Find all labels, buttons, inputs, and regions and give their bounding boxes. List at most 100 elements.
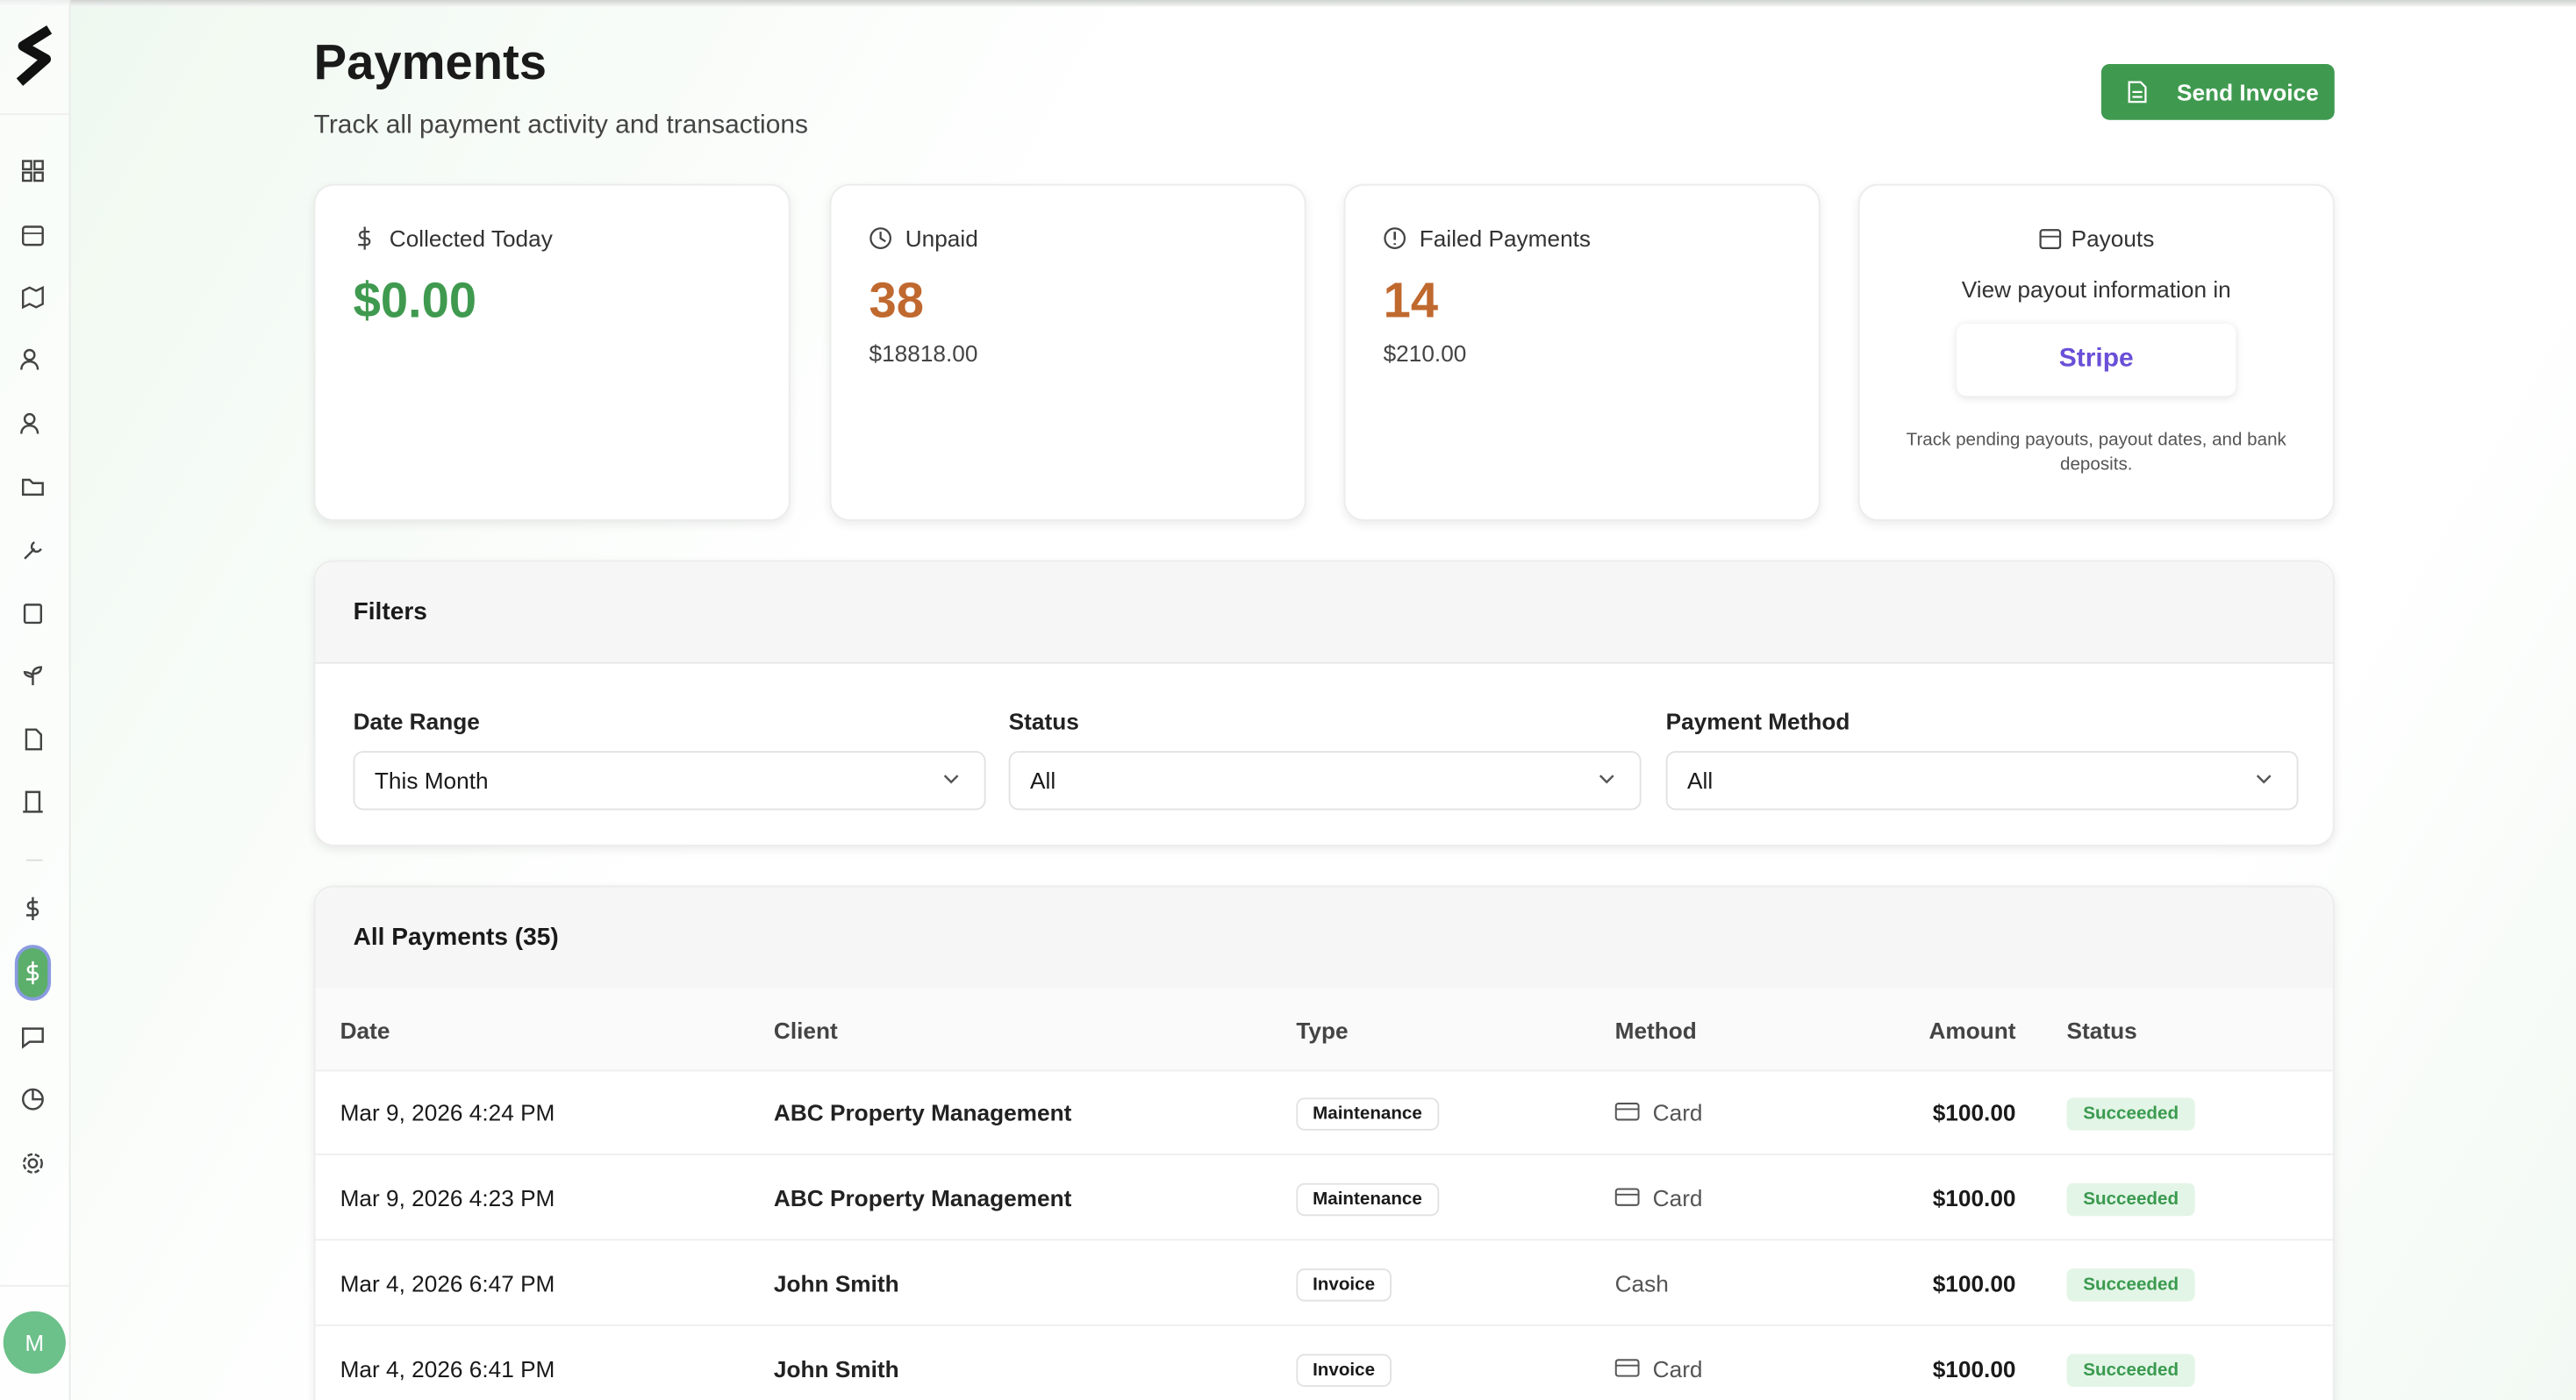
- send-invoice-button[interactable]: Send Invoice: [2100, 64, 2335, 120]
- chevron: [943, 775, 959, 784]
- date-cell: Mar 9, 2026 4:24 PM: [340, 1099, 555, 1126]
- payouts-card: Payouts View payout information in Strip…: [1857, 183, 2335, 521]
- card-label: Unpaid: [905, 225, 978, 252]
- panel-title: Filters: [353, 597, 427, 626]
- status-badge: Succeeded: [2066, 1182, 2195, 1217]
- divider: [0, 113, 69, 116]
- card-icon: [1614, 1359, 1640, 1377]
- status-badge: Succeeded: [2066, 1354, 2195, 1388]
- divider: [25, 859, 43, 861]
- sidebar: M: [0, 0, 71, 1400]
- card-sub: $18818.00: [869, 339, 978, 367]
- chevron: [2256, 775, 2272, 784]
- filter-select[interactable]: All: [1665, 751, 2299, 811]
- select-value: All: [1030, 767, 1056, 794]
- filter-label: Payment Method: [1665, 708, 1850, 735]
- date-cell: Mar 4, 2026 6:47 PM: [340, 1270, 555, 1296]
- filter-select[interactable]: All: [1008, 751, 1642, 811]
- payouts-text: View payout information in: [1961, 275, 2231, 303]
- nav-settings[interactable]: [19, 1150, 46, 1176]
- amount-cell: $100.00: [1932, 1270, 2016, 1296]
- user-avatar[interactable]: M: [3, 1311, 66, 1375]
- stat-card: Failed Payments 14 $210.00: [1343, 183, 1821, 521]
- stat-card: Unpaid 38 $18818.00: [829, 183, 1306, 521]
- type-badge: Maintenance: [1296, 1097, 1439, 1131]
- column-header: Method: [1614, 1017, 1697, 1044]
- card-value: 14: [1383, 274, 1439, 329]
- filter-label: Status: [1008, 708, 1079, 735]
- page-subtitle: Track all payment activity and transacti…: [313, 111, 809, 140]
- filter-select[interactable]: This Month: [353, 751, 986, 811]
- nav-map[interactable]: [19, 284, 46, 311]
- status-badge: Succeeded: [2066, 1097, 2195, 1131]
- client-cell: John Smith: [773, 1355, 899, 1382]
- status-badge: Succeeded: [2066, 1268, 2195, 1302]
- top-bar: [0, 0, 2576, 7]
- panel-title: All Payments (35): [353, 923, 559, 952]
- filters-panel: Filters Date Range This Month Status All Pay…: [313, 560, 2335, 846]
- table-row[interactable]: [315, 1155, 2333, 1241]
- nav-reports[interactable]: [19, 1086, 46, 1112]
- client-cell: ABC Property Management: [773, 1184, 1072, 1211]
- divider: [0, 1284, 69, 1287]
- card-value: 38: [869, 274, 925, 329]
- amount-cell: $100.00: [1932, 1099, 2016, 1126]
- column-header: Status: [2066, 1017, 2137, 1044]
- amount-cell: $100.00: [1932, 1355, 2016, 1382]
- nav-building[interactable]: [19, 789, 46, 815]
- method-cell: Card: [1652, 1099, 1703, 1126]
- date-cell: Mar 9, 2026 4:23 PM: [340, 1184, 555, 1211]
- card-icon: [1384, 227, 1406, 249]
- payouts-title: Payouts: [2071, 225, 2155, 252]
- table-head: [315, 987, 2333, 1072]
- method-cell: Card: [1652, 1184, 1703, 1211]
- button-icon: [2128, 81, 2147, 104]
- button-label: Send Invoice: [2176, 78, 2319, 105]
- table-row[interactable]: [315, 1069, 2333, 1155]
- type-badge: Maintenance: [1296, 1182, 1439, 1217]
- stripe-link[interactable]: Stripe: [1957, 324, 2236, 396]
- amount-cell: $100.00: [1932, 1184, 2016, 1211]
- column-header: Type: [1296, 1017, 1349, 1044]
- date-cell: Mar 4, 2026 6:41 PM: [340, 1355, 555, 1382]
- stat-card: Collected Today $0.00: [313, 183, 791, 521]
- nav-payments-icon: [25, 961, 39, 985]
- nav-messages[interactable]: [19, 1024, 46, 1050]
- chevron: [1599, 775, 1614, 784]
- panel-header: [315, 887, 2333, 989]
- nav-team[interactable]: [19, 346, 46, 373]
- card-label: Failed Payments: [1419, 225, 1592, 252]
- table-row[interactable]: [315, 1240, 2333, 1326]
- nav-plant[interactable]: [19, 662, 46, 689]
- nav-clients[interactable]: [19, 411, 46, 437]
- column-header: Date: [340, 1017, 390, 1044]
- nav-document[interactable]: [19, 726, 46, 753]
- client-cell: ABC Property Management: [773, 1099, 1072, 1126]
- card-sub: $210.00: [1383, 339, 1467, 367]
- nav-calendar[interactable]: [19, 222, 46, 248]
- nav-dollar[interactable]: [19, 896, 46, 922]
- select-value: This Month: [374, 767, 489, 794]
- type-badge: Invoice: [1296, 1354, 1392, 1388]
- card-icon: [1614, 1188, 1640, 1206]
- method-cell: Card: [1652, 1355, 1703, 1382]
- card-icon: [1614, 1103, 1640, 1121]
- page-title: Payments: [313, 36, 547, 91]
- column-header: Client: [773, 1017, 838, 1044]
- method-cell: Cash: [1614, 1270, 1669, 1296]
- nav-folder[interactable]: [19, 473, 46, 499]
- logo: [16, 25, 53, 86]
- payments-panel: All Payments (35) Date Client Type Method Am…: [313, 885, 2335, 1400]
- nav-tools[interactable]: [19, 538, 46, 564]
- column-header: Amount: [1928, 1017, 2016, 1044]
- card-value: $0.00: [353, 274, 477, 329]
- card-icon: [2038, 229, 2061, 249]
- filter-label: Date Range: [353, 708, 480, 735]
- nav-clipboard[interactable]: [19, 600, 46, 626]
- client-cell: John Smith: [773, 1270, 899, 1296]
- card-icon: [869, 227, 891, 249]
- nav-dashboard[interactable]: [19, 158, 46, 184]
- card-icon: [358, 226, 371, 250]
